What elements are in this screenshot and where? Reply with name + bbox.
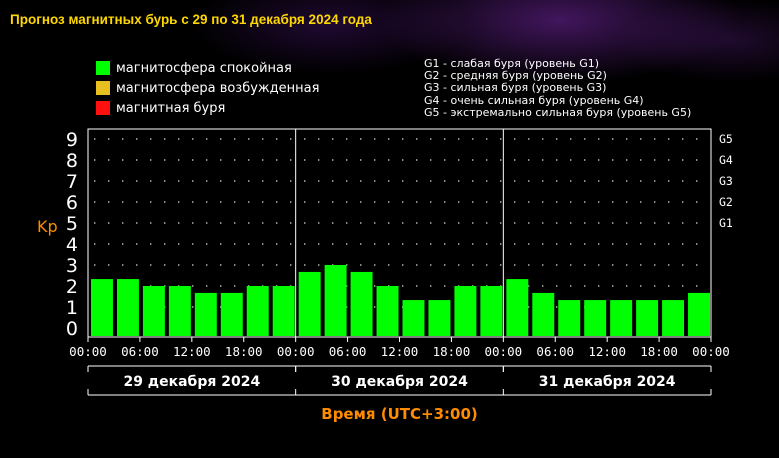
- y-tick-label: 3: [66, 255, 78, 277]
- kp-bar: [246, 286, 269, 336]
- kp-bar: [324, 265, 347, 336]
- x-tick-label: 18:00: [640, 344, 678, 359]
- y-tick-label: 0: [66, 318, 78, 340]
- y-tick-label: 9: [66, 129, 78, 151]
- g-level-item-g3: G3 - сильная буря (уровень G3): [424, 81, 607, 95]
- legend-item-storm: магнитная буря: [96, 98, 319, 118]
- legend: магнитосфера спокойная магнитосфера возб…: [96, 58, 319, 118]
- x-tick-label: 12:00: [588, 344, 626, 359]
- kp-bar: [454, 286, 477, 336]
- y-tick-label: 1: [66, 297, 78, 319]
- x-axis-label: Время (UTC+3:00): [321, 405, 477, 423]
- g-tick-label: G2: [719, 195, 733, 209]
- legend-swatch-excited: [96, 81, 110, 95]
- day-label: 31 декабря 2024: [539, 374, 676, 390]
- legend-label-storm: магнитная буря: [116, 100, 226, 116]
- g-tick-label: G5: [719, 132, 733, 146]
- kp-bar: [194, 292, 217, 336]
- x-tick-label: 18:00: [433, 344, 471, 359]
- g-level-item-g1: G1 - слабая буря (уровень G1): [424, 57, 600, 70]
- g-level-item-g5: G5 - экстремально сильная буря (уровень …: [424, 105, 692, 119]
- g-tick-label: G1: [719, 216, 733, 230]
- kp-bar: [272, 286, 295, 336]
- x-tick-label: 00:00: [277, 344, 315, 359]
- y-tick-label: 2: [66, 276, 78, 298]
- kp-bar: [428, 300, 451, 336]
- legend-label-excited: магнитосфера возбужденная: [116, 80, 320, 96]
- x-tick-label: 00:00: [69, 344, 107, 359]
- x-tick-label: 00:00: [692, 344, 730, 359]
- day-label: 29 декабря 2024: [123, 374, 260, 390]
- kp-bar: [662, 300, 685, 336]
- kp-bar: [610, 300, 633, 336]
- kp-bar: [636, 300, 659, 336]
- kp-bar: [688, 292, 710, 336]
- legend-swatch-storm: [96, 101, 110, 115]
- kp-bar: [558, 300, 581, 336]
- kp-bar: [506, 279, 529, 336]
- x-tick-label: 06:00: [536, 344, 574, 359]
- x-tick-label: 18:00: [225, 344, 263, 359]
- kp-bar: [350, 271, 373, 336]
- x-tick-label: 12:00: [173, 344, 211, 359]
- kp-bar: [532, 292, 555, 336]
- kp-bar: [480, 286, 503, 336]
- y-tick-label: 4: [66, 234, 78, 256]
- page-title: Прогноз магнитных бурь с 29 по 31 декабр…: [10, 12, 372, 27]
- g-level-item-g2: G2 - средняя буря (уровень G2): [424, 69, 607, 83]
- kp-bar: [402, 300, 425, 336]
- kp-bar: [116, 279, 139, 336]
- y-tick-label: 6: [66, 192, 78, 214]
- legend-item-quiet: магнитосфера спокойная: [96, 58, 319, 78]
- kp-bar: [376, 286, 399, 336]
- x-tick-label: 06:00: [121, 344, 159, 359]
- y-axis-label: Kp: [37, 217, 58, 236]
- legend-item-excited: магнитосфера возбужденная: [96, 78, 319, 98]
- x-tick-label: 06:00: [329, 344, 367, 359]
- kp-bar: [584, 300, 607, 336]
- x-tick-label: 12:00: [381, 344, 419, 359]
- legend-swatch-quiet: [96, 61, 110, 75]
- legend-label-quiet: магнитосфера спокойная: [116, 60, 292, 76]
- x-tick-label: 00:00: [485, 344, 523, 359]
- g-tick-label: G3: [719, 174, 733, 188]
- y-tick-label: 8: [66, 150, 78, 172]
- y-tick-label: 7: [66, 171, 78, 193]
- g-level-item-g4: G4 - очень сильная буря (уровень G4): [424, 93, 644, 107]
- kp-bar: [168, 286, 191, 336]
- kp-bar: [142, 286, 165, 336]
- day-label: 30 декабря 2024: [331, 374, 468, 390]
- kp-bar: [298, 271, 321, 336]
- g-level-legend: G1 - слабая буря (уровень G1) G2 - средн…: [424, 57, 692, 119]
- kp-bar: [91, 279, 113, 336]
- g-tick-label: G4: [719, 153, 733, 167]
- kp-bar: [220, 292, 243, 336]
- y-tick-label: 5: [66, 213, 78, 235]
